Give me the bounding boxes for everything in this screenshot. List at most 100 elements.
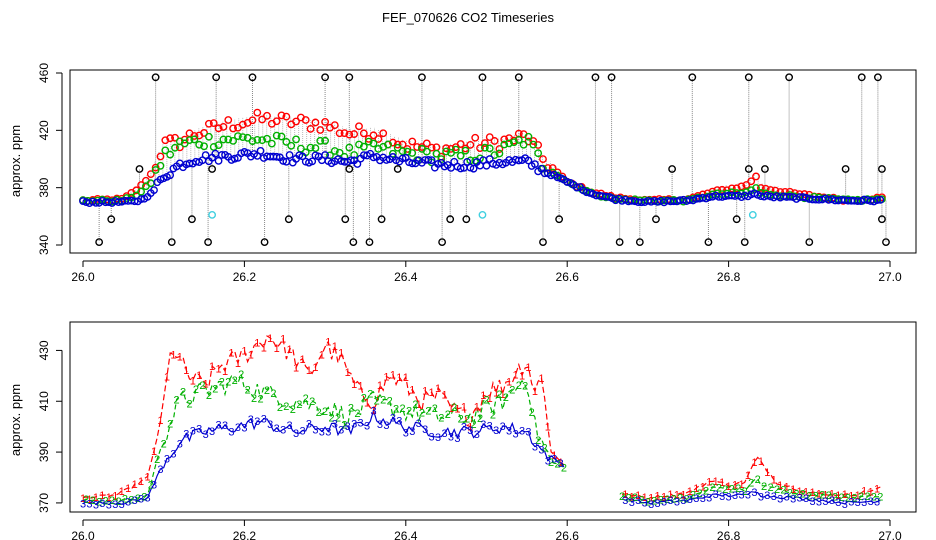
top-x-tick-label: 26.2 (233, 270, 257, 284)
top-point-series-2 (306, 143, 315, 152)
bottom-point-series-1: 1 (771, 475, 777, 487)
bottom-point-series-2: 2 (161, 438, 167, 450)
top-point-spike (857, 73, 866, 82)
top-point-spike (345, 165, 354, 173)
bottom-point-series-3: 3 (551, 453, 557, 465)
bottom-point-series-1: 1 (655, 490, 661, 502)
bottom-point-series-1: 1 (480, 390, 486, 402)
bottom-point-series-3: 3 (842, 499, 848, 511)
bottom-point-series-2: 2 (871, 492, 877, 504)
bottom-point-series-2: 2 (283, 401, 289, 413)
top-point-spike (260, 238, 269, 247)
bottom-point-series-1: 1 (700, 481, 706, 493)
bottom-point-series-3: 3 (287, 420, 293, 432)
top-point-series-1 (224, 116, 233, 124)
bottom-point-series-2: 2 (548, 457, 554, 469)
bottom-point-series-2: 2 (703, 486, 709, 498)
top-point-series-1 (146, 170, 155, 179)
bottom-point-series-3: 3 (726, 491, 732, 503)
bottom-point-series-3: 3 (803, 493, 809, 505)
top-point-flag (478, 210, 487, 219)
bottom-point-series-3: 3 (777, 493, 783, 505)
bottom-point-series-3: 3 (293, 428, 299, 440)
top-point-series-1 (272, 117, 281, 126)
bottom-point-series-1: 1 (138, 476, 144, 488)
top-point-series-2 (166, 150, 175, 159)
top-point-series-2 (495, 149, 504, 158)
bottom-point-series-3: 3 (306, 418, 312, 430)
bottom-point-series-1: 1 (726, 481, 732, 493)
bottom-point-series-3: 3 (454, 433, 460, 445)
bottom-point-series-2: 2 (296, 399, 302, 411)
bottom-point-series-3: 3 (319, 426, 325, 438)
bottom-point-series-3: 3 (538, 445, 544, 457)
bottom-point-series-2: 2 (387, 396, 393, 408)
bottom-point-series-2: 2 (238, 369, 244, 381)
top-point-spike (607, 73, 616, 82)
top-panel: approx. ppm 26.0 26.2 26.4 26.6 26.8 27.0 340… (8, 63, 917, 284)
top-point-spike (805, 238, 814, 247)
bottom-y-axis: 370 390 410 430 (37, 340, 63, 513)
top-point-series-1 (350, 130, 359, 138)
bottom-point-series-3: 3 (377, 419, 383, 431)
top-point-series-3 (572, 183, 581, 192)
top-point-series-2 (505, 139, 513, 148)
bottom-point-series-2: 2 (232, 375, 238, 387)
bottom-point-series-3: 3 (661, 496, 667, 508)
top-point-series-2 (185, 136, 194, 145)
bottom-point-series-2: 2 (542, 443, 548, 455)
bottom-point-series-2: 2 (96, 496, 102, 508)
top-x-tick-label: 26.0 (71, 270, 95, 284)
bottom-line-series-3 (82, 408, 881, 506)
top-x-tick-label: 26.6 (556, 270, 580, 284)
bottom-point-series-1: 1 (370, 405, 376, 417)
bottom-y-tick-label: 390 (37, 442, 51, 462)
top-point-series-1 (742, 181, 751, 189)
bottom-point-series-3: 3 (390, 412, 396, 424)
bottom-point-series-3: 3 (351, 418, 357, 430)
top-point-series-2 (277, 132, 286, 141)
top-point-series-1 (727, 184, 736, 193)
top-point-series-3 (130, 197, 139, 206)
top-point-series-1 (442, 144, 451, 153)
bottom-point-series-2: 2 (270, 388, 276, 400)
top-point-series-2 (272, 131, 281, 140)
top-point-series-2 (219, 135, 228, 144)
bottom-point-series-3: 3 (274, 423, 280, 435)
top-point-series-3 (150, 186, 158, 195)
top-point-series-3 (427, 156, 436, 165)
bottom-point-series-2: 2 (761, 481, 767, 493)
top-point-series-3 (285, 151, 294, 159)
bottom-point-series-2: 2 (522, 380, 528, 392)
bottom-point-series-2: 2 (451, 402, 457, 414)
top-point-series-1 (345, 130, 354, 139)
bottom-point-series-2: 2 (742, 486, 748, 498)
bottom-point-series-3: 3 (506, 426, 512, 438)
top-point-series-2 (534, 149, 543, 158)
bottom-point-series-1: 1 (545, 422, 551, 434)
top-point-series-1 (500, 135, 509, 144)
bottom-point-series-1: 1 (532, 386, 538, 398)
top-point-series-2 (490, 151, 499, 160)
bottom-point-series-1: 1 (642, 492, 648, 504)
bottom-point-series-3: 3 (144, 493, 150, 505)
top-point-series-1 (209, 119, 218, 128)
top-point-spike (462, 215, 471, 224)
top-point-series-1 (408, 137, 417, 146)
top-point-series-1 (229, 124, 238, 133)
bottom-point-series-1: 1 (332, 341, 338, 353)
top-point-series-2 (292, 135, 300, 144)
bottom-point-series-1: 1 (319, 349, 325, 361)
top-point-spike (688, 73, 697, 82)
top-x-tick-label: 27.0 (878, 270, 902, 284)
bottom-point-series-2: 2 (316, 407, 322, 419)
bottom-point-series-2: 2 (677, 492, 683, 504)
bottom-y-axis-label: approx. ppm (8, 384, 23, 456)
bottom-point-series-3: 3 (429, 431, 435, 443)
top-point-series-1 (340, 129, 349, 138)
top-y-axis-label: approx. ppm (8, 125, 23, 197)
top-point-series-1 (292, 117, 300, 126)
bottom-point-series-2: 2 (438, 412, 444, 424)
top-point-series-1 (238, 120, 247, 129)
bottom-point-series-2: 2 (483, 395, 489, 407)
